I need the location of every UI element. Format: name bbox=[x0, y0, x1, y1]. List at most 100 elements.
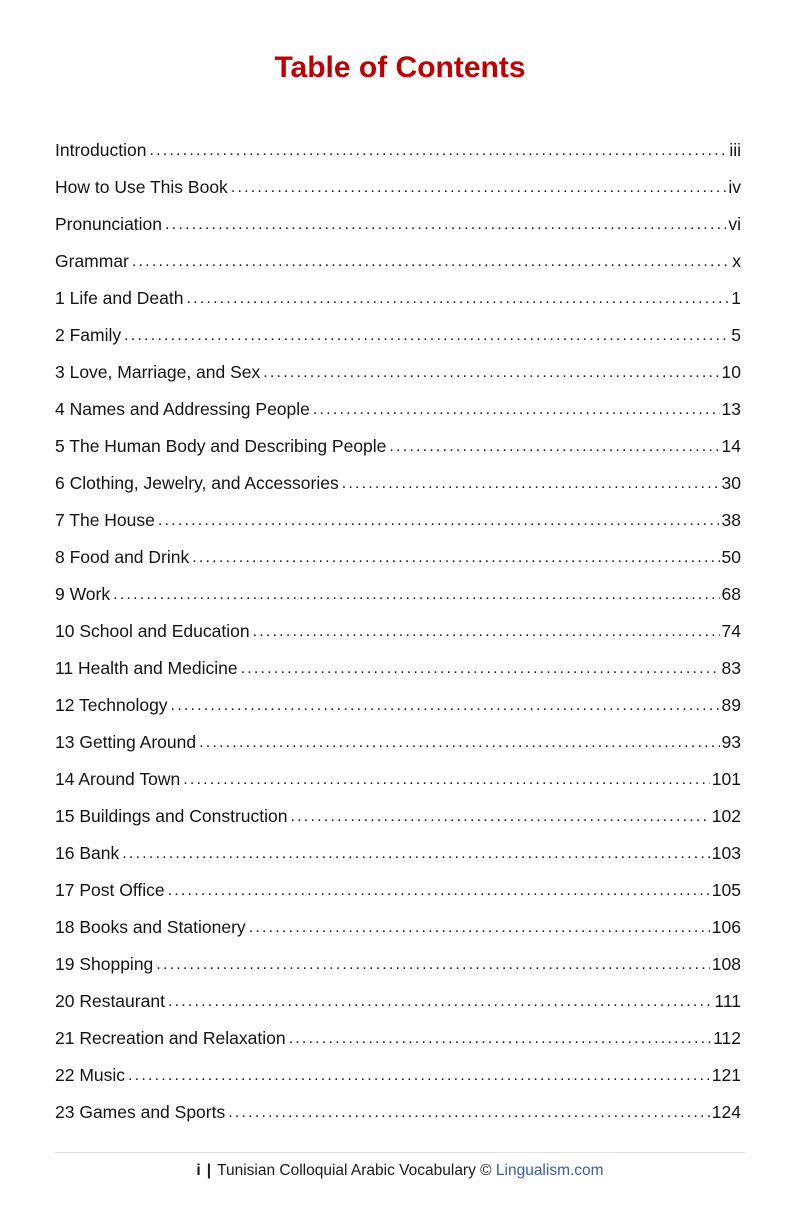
dot-leader: ........................................… bbox=[290, 808, 710, 825]
toc-entry-label: Introduction bbox=[55, 140, 147, 160]
toc-entry: 11 Health and Medicine..................… bbox=[55, 650, 741, 687]
toc-entry: How to Use This Book....................… bbox=[55, 169, 741, 206]
page-footer: i | Tunisian Colloquial Arabic Vocabulary … bbox=[55, 1152, 745, 1180]
toc-entry: Pronunciation...........................… bbox=[55, 206, 741, 243]
toc-entry-label: 18 Books and Stationery bbox=[55, 917, 246, 937]
toc-entry: 4 Names and Addressing People...........… bbox=[55, 391, 741, 428]
dot-leader: ........................................… bbox=[230, 179, 727, 196]
toc-entry: 17 Post Office..........................… bbox=[55, 872, 741, 909]
toc-entry-page: vi bbox=[728, 214, 741, 234]
toc-entry-label: 1 Life and Death bbox=[55, 288, 184, 308]
toc-entry: 2 Family................................… bbox=[55, 317, 741, 354]
toc-entry-page: 1 bbox=[731, 288, 741, 308]
toc-entry: 14 Around Town..........................… bbox=[55, 761, 741, 798]
dot-leader: ........................................… bbox=[186, 290, 729, 307]
toc-entry-page: 121 bbox=[711, 1065, 741, 1085]
dot-leader: ........................................… bbox=[165, 216, 726, 233]
toc-entry: Introduction............................… bbox=[55, 132, 741, 169]
toc-entry: 20 Restaurant...........................… bbox=[55, 983, 741, 1020]
footer-book-title: Tunisian Colloquial Arabic Vocabulary © bbox=[217, 1162, 492, 1179]
dot-leader: ........................................… bbox=[248, 919, 710, 936]
toc-entry-label: 5 The Human Body and Describing People bbox=[55, 436, 387, 456]
dot-leader: ........................................… bbox=[149, 142, 728, 159]
toc-entry-label: How to Use This Book bbox=[55, 177, 228, 197]
toc-entry-page: 83 bbox=[721, 658, 741, 678]
toc-entry-label: 7 The House bbox=[55, 510, 155, 530]
toc-entry-page: 112 bbox=[713, 1028, 741, 1048]
dot-leader: ........................................… bbox=[131, 253, 730, 270]
toc-entry: 9 Work..................................… bbox=[55, 576, 741, 613]
toc-entry: 8 Food and Drink........................… bbox=[55, 539, 741, 576]
toc-entry-page: 38 bbox=[721, 510, 741, 530]
dot-leader: ........................................… bbox=[288, 1030, 712, 1047]
dot-leader: ........................................… bbox=[199, 734, 719, 751]
dot-leader: ........................................… bbox=[263, 364, 720, 381]
toc-entry-label: 13 Getting Around bbox=[55, 732, 197, 752]
toc-entry-page: 30 bbox=[721, 473, 741, 493]
toc-entry-label: 20 Restaurant bbox=[55, 991, 165, 1011]
toc-entry: 23 Games and Sports.....................… bbox=[55, 1094, 741, 1131]
dot-leader: ........................................… bbox=[183, 771, 710, 788]
dot-leader: ........................................… bbox=[228, 1104, 710, 1121]
toc-entry-label: 16 Bank bbox=[55, 843, 120, 863]
toc-entry-label: 19 Shopping bbox=[55, 954, 154, 974]
footer-page-number: i bbox=[196, 1162, 201, 1179]
toc-entry-label: Pronunciation bbox=[55, 214, 163, 234]
footer-site-link[interactable]: Lingualism.com bbox=[495, 1162, 604, 1179]
toc-entry-page: 50 bbox=[721, 547, 741, 567]
toc-entry-label: 17 Post Office bbox=[55, 880, 165, 900]
toc-entry-label: 14 Around Town bbox=[55, 769, 181, 789]
toc-entry: Grammar.................................… bbox=[55, 243, 741, 280]
dot-leader: ........................................… bbox=[252, 623, 720, 640]
toc-entry-label: 21 Recreation and Relaxation bbox=[55, 1028, 286, 1048]
toc-entry-page: 101 bbox=[711, 769, 741, 789]
dot-leader: ........................................… bbox=[128, 1067, 710, 1084]
toc-entry-page: 5 bbox=[731, 325, 741, 345]
toc-entry-page: 106 bbox=[711, 917, 741, 937]
toc-entry: 10 School and Education.................… bbox=[55, 613, 741, 650]
toc-entry-page: 68 bbox=[721, 584, 741, 604]
toc-entry-label: 6 Clothing, Jewelry, and Accessories bbox=[55, 473, 339, 493]
toc-entry: 16 Bank.................................… bbox=[55, 835, 741, 872]
toc-entry: 13 Getting Around.......................… bbox=[55, 724, 741, 761]
toc-entry-label: 11 Health and Medicine bbox=[55, 658, 238, 678]
toc-entry: 15 Buildings and Construction...........… bbox=[55, 798, 741, 835]
toc-entry: 21 Recreation and Relaxation............… bbox=[55, 1020, 741, 1057]
toc-list: Introduction............................… bbox=[55, 132, 741, 1131]
toc-entry-page: 89 bbox=[721, 695, 741, 715]
toc-entry: 3 Love, Marriage, and Sex...............… bbox=[55, 354, 741, 391]
toc-entry-label: 4 Names and Addressing People bbox=[55, 399, 310, 419]
page-title: Table of Contents bbox=[274, 51, 526, 84]
toc-entry-page: iii bbox=[729, 140, 741, 160]
toc-entry-page: 14 bbox=[721, 436, 741, 456]
footer-separator: | bbox=[206, 1162, 212, 1179]
toc-entry-page: x bbox=[732, 251, 741, 271]
dot-leader: ........................................… bbox=[312, 401, 720, 418]
toc-entry: 22 Music................................… bbox=[55, 1057, 741, 1094]
dot-leader: ........................................… bbox=[157, 512, 720, 529]
dot-leader: ........................................… bbox=[170, 697, 720, 714]
toc-entry-page: 74 bbox=[721, 621, 741, 641]
toc-entry-label: 3 Love, Marriage, and Sex bbox=[55, 362, 261, 382]
toc-entry-label: Grammar bbox=[55, 251, 129, 271]
dot-leader: ........................................… bbox=[192, 549, 719, 566]
dot-leader: ........................................… bbox=[113, 586, 719, 603]
toc-entry-page: 13 bbox=[721, 399, 741, 419]
dot-leader: ........................................… bbox=[122, 845, 710, 862]
toc-entry-label: 15 Buildings and Construction bbox=[55, 806, 288, 826]
toc-entry-label: 22 Music bbox=[55, 1065, 126, 1085]
dot-leader: ........................................… bbox=[167, 993, 713, 1010]
toc-entry-page: 102 bbox=[711, 806, 741, 826]
toc-entry-page: 10 bbox=[721, 362, 741, 382]
toc-entry-label: 2 Family bbox=[55, 325, 122, 345]
toc-entry-page: iv bbox=[728, 177, 741, 197]
toc-entry-page: 111 bbox=[714, 991, 741, 1011]
toc-entry: 19 Shopping.............................… bbox=[55, 946, 741, 983]
toc-entry-label: 23 Games and Sports bbox=[55, 1102, 226, 1122]
toc-entry-label: 9 Work bbox=[55, 584, 111, 604]
toc-entry-page: 105 bbox=[711, 880, 741, 900]
toc-entry: 12 Technology...........................… bbox=[55, 687, 741, 724]
dot-leader: ........................................… bbox=[156, 956, 710, 973]
toc-entry: 7 The House.............................… bbox=[55, 502, 741, 539]
toc-entry-page: 93 bbox=[721, 732, 741, 752]
